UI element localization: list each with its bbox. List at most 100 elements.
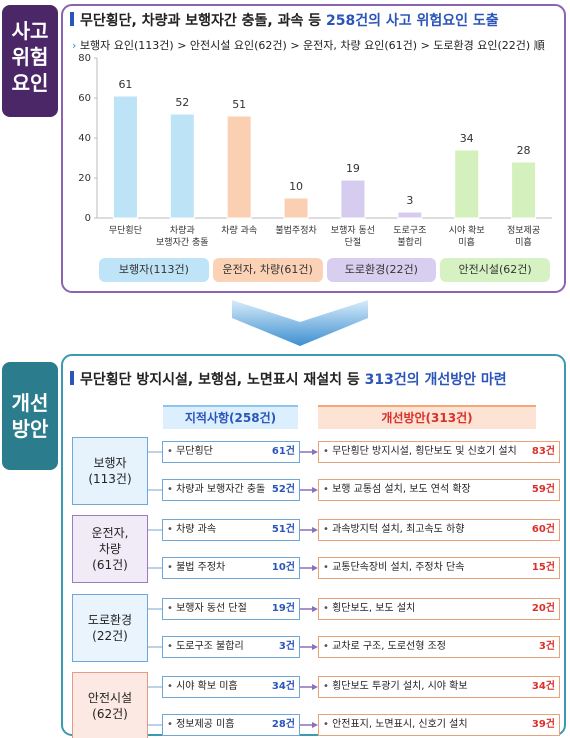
title-text: 무단횡단, 차량과 보행자간 충돌, 과속 등 <box>80 13 322 29</box>
bullet: • <box>323 524 333 535</box>
y-tick-label: 60 <box>78 93 91 104</box>
action-count: 15건 <box>531 562 555 573</box>
y-tick-label: 20 <box>78 173 91 184</box>
x-tick-label: 무단횡단 <box>108 226 142 236</box>
down-arrow <box>232 300 368 346</box>
action-count: 20건 <box>531 603 555 614</box>
x-tick-label: 도로구조 불합리 <box>393 226 427 248</box>
value-label: 51 <box>232 98 246 111</box>
title-marker <box>70 12 74 26</box>
issue-box: • 불법 주정차 10건 <box>162 557 300 579</box>
action-box: • 교차로 구조, 도로선형 조정 3건 <box>318 636 560 658</box>
action-box: • 과속방지턱 설치, 최고속도 하향 60건 <box>318 519 560 541</box>
action: 횡단보도, 보도 설치 <box>332 603 416 614</box>
issue-box: • 차량과 보행자간 충돌 52건 <box>162 479 300 501</box>
bullet: • <box>167 681 177 692</box>
bar <box>454 149 480 219</box>
arrow-head <box>312 527 318 533</box>
action-box: • 교통단속장비 설치, 주정차 단속 15건 <box>318 557 560 579</box>
action-box: • 보행 교통섬 설치, 보도 연석 확장 59건 <box>318 479 560 501</box>
title-marker <box>70 371 74 385</box>
action-count: 83건 <box>531 446 555 457</box>
arrow-head <box>312 722 318 728</box>
arrow-head <box>312 684 318 690</box>
issue: 시야 확보 미흡 <box>176 681 238 692</box>
value-label: 34 <box>460 132 474 145</box>
issue-box: • 보행자 동선 단절 19건 <box>162 598 300 620</box>
group-box: 도로환경 (22건) <box>72 594 148 662</box>
subtitle-marker: › <box>72 39 77 52</box>
issue: 정보제공 미흡 <box>176 719 235 730</box>
issue: 도로구조 불합리 <box>176 641 244 652</box>
action-box: • 무단횡단 방지시설, 횡단보도 및 신호기 설치 83건 <box>318 441 560 463</box>
issue: 차량 과속 <box>176 524 217 535</box>
header-right: 개선방안(313건) <box>318 405 536 429</box>
bar <box>340 179 366 219</box>
x-tick-label: 차량 과속 <box>221 226 258 236</box>
bullet: • <box>167 484 177 495</box>
side-label: 개선 방안 <box>11 391 49 441</box>
y-tick-label: 40 <box>78 133 91 144</box>
value-label: 19 <box>346 162 360 175</box>
title-text: 무단횡단 방지시설, 보행섬, 노면표시 재설치 등 <box>80 372 360 388</box>
x-tick-label: 정보제공 미흡 <box>507 226 541 248</box>
bullet: • <box>167 446 177 457</box>
issue: 차량과 보행자간 충돌 <box>176 484 266 495</box>
bar <box>397 211 423 219</box>
issue-box: • 도로구조 불합리 3건 <box>162 636 300 658</box>
issue-count: 34건 <box>271 681 295 692</box>
group-pill: 안전시설(62건) <box>440 258 550 282</box>
issue-count: 28건 <box>271 719 295 730</box>
bullet: • <box>167 524 177 535</box>
bullet: • <box>167 719 177 730</box>
bullet: • <box>323 484 333 495</box>
action: 무단횡단 방지시설, 횡단보도 및 신호기 설치 <box>332 446 517 457</box>
action-count: 59건 <box>531 484 555 495</box>
title-highlight: 313건의 개선방안 마련 <box>364 372 507 388</box>
arrow-head <box>312 606 318 612</box>
action: 보행 교통섬 설치, 보도 연석 확장 <box>332 484 471 495</box>
x-tick-label: 시야 확보 미흡 <box>448 226 485 248</box>
issue-count: 19건 <box>271 603 295 614</box>
group-box: 운전자, 차량 (61건) <box>72 515 148 583</box>
bar <box>511 161 537 219</box>
action: 교차로 구조, 도로선형 조정 <box>332 641 446 652</box>
issue: 무단횡단 <box>176 446 213 457</box>
bullet: • <box>323 641 333 652</box>
action-count: 3건 <box>538 641 555 652</box>
bullet: • <box>323 603 333 614</box>
action-box: • 횡단보도, 보도 설치 20건 <box>318 598 560 620</box>
x-tick-label: 차량과 보행자간 충돌 <box>156 226 209 248</box>
subtitle: › 보행자 요인(113건) > 안전시설 요인(62건) > 운전자, 차량 … <box>72 37 545 53</box>
action-count: 39건 <box>531 719 555 730</box>
bottom-side-box <box>2 362 58 470</box>
action: 과속방지턱 설치, 최고속도 하향 <box>332 524 465 535</box>
top-side-box <box>2 5 58 117</box>
arrow-head <box>312 487 318 493</box>
issue-count: 61건 <box>271 446 295 457</box>
group-pill: 도로환경(22건) <box>326 258 437 282</box>
title: 무단횡단, 차량과 보행자간 충돌, 과속 등 258건의 사고 위험요인 도출 <box>80 10 499 30</box>
action-box: • 안전표지, 노면표시, 신호기 설치 39건 <box>318 714 560 736</box>
value-label: 52 <box>175 96 189 109</box>
issue-box: • 차량 과속 51건 <box>162 519 300 541</box>
bullet: • <box>167 603 177 614</box>
group-pill: 보행자(113건) <box>99 258 209 282</box>
arrow-head <box>312 565 318 571</box>
issue: 보행자 동선 단절 <box>176 603 247 614</box>
header-left: 지적사항(258건) <box>163 405 298 429</box>
issue-count: 10건 <box>271 562 295 573</box>
x-tick-label: 보행자 동선 단절 <box>330 226 376 248</box>
issue: 불법 주정차 <box>176 562 226 573</box>
subtitle-text: 보행자 요인(113건) > 안전시설 요인(62건) > 운전자, 차량 요인… <box>79 39 545 52</box>
issue-count: 51건 <box>271 524 295 535</box>
bullet: • <box>167 562 177 573</box>
bar <box>283 197 309 219</box>
action: 횡단보도 투광기 설치, 시야 확보 <box>332 681 468 692</box>
group-box: 보행자 (113건) <box>72 437 148 505</box>
action: 교통단속장비 설치, 주정차 단속 <box>332 562 465 573</box>
top-panel <box>61 4 566 293</box>
action-count: 60건 <box>531 524 555 535</box>
bar <box>169 113 195 219</box>
